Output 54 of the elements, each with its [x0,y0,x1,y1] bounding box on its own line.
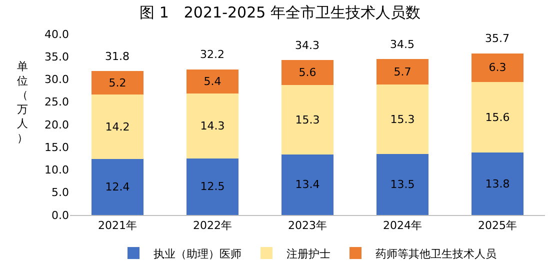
bar [186,94,239,158]
bar [281,60,334,86]
total-label: 34.5 [390,38,414,51]
bar [471,53,524,82]
y-tick-label: 5.0 [52,186,69,200]
data-label: 15.3 [295,113,320,126]
bar [186,69,239,94]
y-tick-label: 15.0 [44,140,69,154]
y-tick-label: 20.0 [44,118,69,132]
x-tick-label: 2024年 [383,219,422,232]
bar [281,154,334,215]
y-tick-label: 35.0 [44,50,69,64]
data-label: 5.2 [108,76,126,90]
data-label: 13.8 [485,177,510,190]
bar [471,152,524,215]
total-label: 34.3 [295,39,320,52]
legend-label: 执业（助理）医师 [154,247,242,260]
bar [91,158,144,215]
data-label: 14.3 [200,120,225,133]
data-label: 13.4 [295,178,320,192]
y-tick-label: 10.0 [44,164,69,177]
data-label: 6.3 [488,61,506,74]
bar [186,158,239,215]
total-label: 35.7 [485,32,510,45]
y-axis-title: 单位（万人） [17,60,28,144]
bar [376,154,429,215]
bar [91,71,144,95]
total-label: 32.2 [200,48,224,61]
data-label: 13.5 [390,178,415,191]
y-tick-label: 0.0 [52,208,69,222]
total-label: 31.8 [105,50,130,63]
x-tick-label: 2023年 [288,219,327,232]
bar [91,94,144,159]
y-tick-label: 30.0 [44,73,69,86]
data-label: 12.5 [200,180,225,194]
data-label: 12.4 [105,180,130,194]
legend-label: 药师等其他卫生技术人员 [376,247,496,260]
data-label: 5.7 [394,65,412,78]
x-tick-label: 2022年 [193,219,232,232]
x-tick-label: 2021年 [98,219,137,232]
bar [376,58,429,85]
data-label: 5.4 [204,75,222,88]
chart-title: 图 1 2021-2025 年全市卫生技术人员数 [140,4,420,22]
data-label: 5.6 [298,66,316,79]
legend-label: 注册护士 [286,247,330,260]
data-label: 14.2 [105,120,130,134]
bar [471,82,524,153]
bar [281,85,334,154]
y-tick-label: 40.0 [44,28,69,41]
data-label: 15.3 [390,112,415,126]
bar [376,84,429,154]
x-tick-label: 2025年 [478,219,517,232]
y-tick-label: 25.0 [44,96,69,109]
data-label: 15.6 [485,110,510,124]
